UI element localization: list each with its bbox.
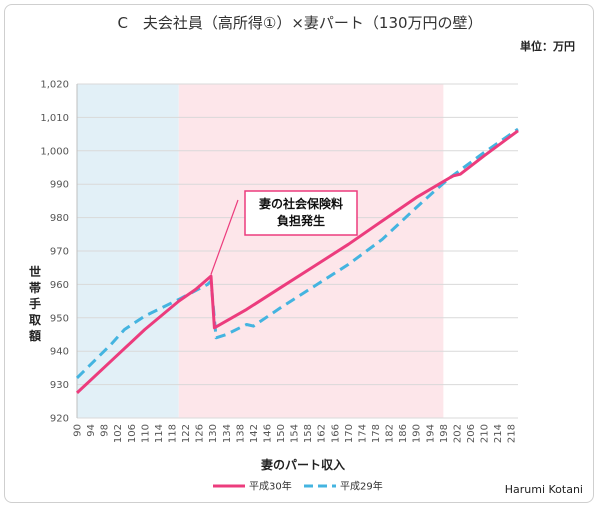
x-tick-label: 130	[208, 424, 219, 443]
x-tick-label: 106	[127, 424, 138, 443]
x-tick-label: 174	[357, 424, 368, 443]
y-tick-label: 940	[50, 347, 69, 358]
annotation-text: 負担発生	[277, 213, 325, 228]
x-tick-label: 118	[167, 424, 178, 443]
y-tick-label: 1,010	[40, 113, 69, 124]
annotation-box	[244, 190, 358, 236]
x-tick-label: 202	[452, 424, 463, 443]
x-tick-label: 150	[276, 424, 287, 443]
x-tick-label: 178	[371, 424, 382, 443]
x-tick-label: 90	[73, 424, 84, 437]
y-tick-labels: 920 930 940 950 960 970 980 990 1,000 1,010 1,020	[40, 80, 69, 425]
y-tick-label: 920	[50, 414, 69, 425]
chart-title: C 夫会社員（高所得①）×妻パート（130万円の壁）	[117, 14, 482, 32]
annotation-leader	[210, 199, 239, 275]
x-tick-label: 194	[425, 424, 436, 443]
unit-label: 単位：万円	[520, 39, 575, 53]
y-tick-label: 950	[50, 313, 69, 324]
x-tick-label: 218	[507, 424, 518, 443]
x-tick-label: 94	[86, 424, 97, 437]
x-tick-label: 182	[385, 424, 396, 443]
x-tick-label: 134	[222, 424, 233, 443]
legend-label-1: 平成30年	[249, 480, 292, 493]
x-tick-label: 154	[290, 424, 301, 443]
y-tick-label: 930	[50, 380, 69, 391]
series-line-2	[75, 127, 519, 379]
x-tick-label: 198	[439, 424, 450, 443]
annotation-text: 妻の社会保険料	[259, 196, 343, 211]
x-tick-label: 142	[249, 424, 260, 443]
x-tick-label: 114	[154, 424, 165, 443]
x-tick-label: 214	[493, 424, 504, 443]
x-tick-labels: 90 94 98 102 106 110 114 118 122 126 130 134 138 142 1…	[73, 424, 518, 443]
x-tick-label: 122	[181, 424, 192, 443]
y-tick-label: 1,020	[40, 80, 69, 91]
x-tick-label: 158	[303, 424, 314, 443]
series-lines	[75, 127, 519, 394]
y-tick-label: 960	[50, 280, 69, 291]
legend-label-2: 平成29年	[340, 480, 383, 493]
y-tick-label: 980	[50, 213, 69, 224]
credit-label: Harumi Kotani	[505, 483, 583, 496]
x-axis-label: 妻のパート収入	[261, 457, 345, 472]
x-tick-label: 190	[412, 424, 423, 443]
x-tick-label: 126	[195, 424, 206, 443]
x-tick-label: 170	[344, 424, 355, 443]
x-tick-label: 138	[235, 424, 246, 443]
x-tick-label: 210	[480, 424, 491, 443]
y-tick-label: 990	[50, 180, 69, 191]
x-tick-label: 146	[262, 424, 273, 443]
y-tick-label: 1,000	[40, 146, 69, 157]
y-axis-label: 世帯手取額	[28, 264, 41, 343]
legend: 平成30年 平成29年	[213, 480, 383, 493]
x-tick-label: 98	[100, 424, 111, 437]
y-tick-label: 970	[50, 247, 69, 258]
x-tick-label: 166	[330, 424, 341, 443]
x-tick-label: 102	[113, 424, 124, 443]
x-tick-label: 110	[140, 424, 151, 443]
series-line-1	[75, 129, 519, 394]
x-tick-label: 162	[317, 424, 328, 443]
x-tick-label: 186	[398, 424, 409, 443]
x-tick-label: 206	[466, 424, 477, 443]
